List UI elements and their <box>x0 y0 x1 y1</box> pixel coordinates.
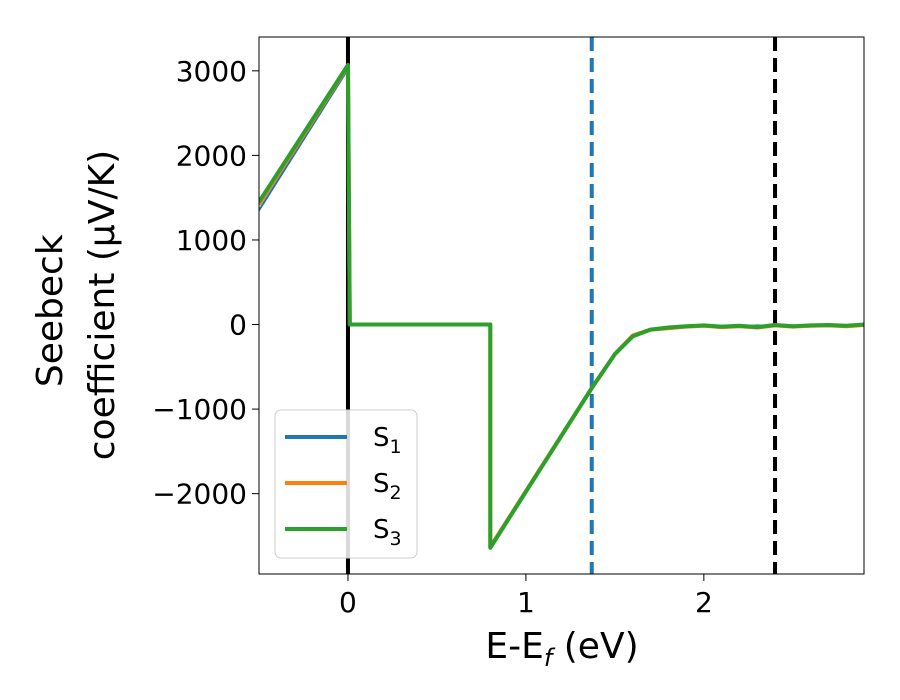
y-axis-title: Seebeck coefficient (μV/K) <box>30 150 123 460</box>
y-tick-label-5: 3000 <box>176 55 247 88</box>
y-tick-label-4: 2000 <box>176 139 247 172</box>
axes-frame <box>258 36 865 575</box>
legend-label-1: S1 <box>373 423 402 458</box>
y-tick-label-1: −1000 <box>152 393 247 426</box>
x-tick-label-1: 1 <box>517 586 535 619</box>
x-tick-label-0: 0 <box>339 586 357 619</box>
legend-label-3: S3 <box>373 515 402 550</box>
legend-label-2: S2 <box>373 469 402 504</box>
x-axis-title-unit: (eV) <box>552 626 638 667</box>
axis-titles: E-Ef (eV) Seebeck coefficient (μV/K) <box>30 150 639 672</box>
x-axis-title-main: E-E <box>485 626 543 667</box>
x-axis-title: E-Ef (eV) <box>485 626 638 672</box>
y-axis-title-line1: Seebeck <box>30 234 71 387</box>
legend: S1 S2 S3 <box>274 409 418 559</box>
series-line-S3 <box>259 62 864 550</box>
series-lines <box>259 62 864 550</box>
y-tick-label-2: 0 <box>229 309 247 342</box>
axes: 0 1 2 −2000 −1000 0 1000 2000 3000 <box>152 36 865 619</box>
y-tick-label-0: −2000 <box>152 478 247 511</box>
x-tick-label-2: 2 <box>695 586 713 619</box>
y-tick-label-3: 1000 <box>176 224 247 257</box>
y-axis-title-line2: coefficient (μV/K) <box>82 150 123 460</box>
